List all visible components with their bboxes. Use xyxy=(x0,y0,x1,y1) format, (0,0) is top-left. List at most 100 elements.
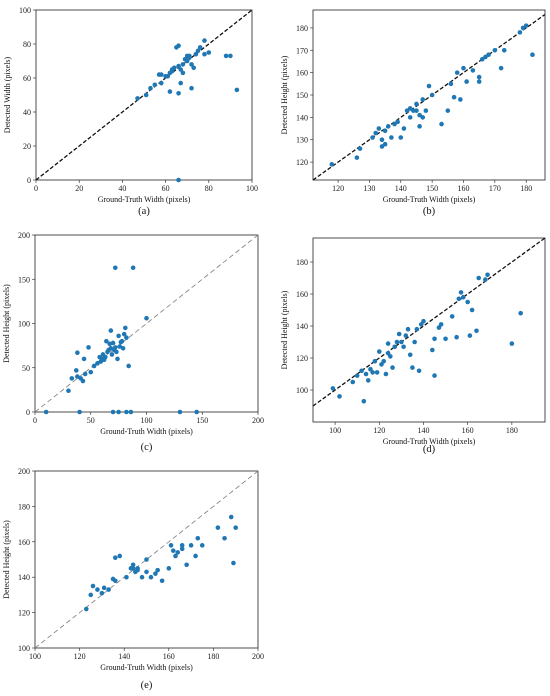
y-tick-label: 100 xyxy=(296,386,308,395)
y-tick-label: 0 xyxy=(27,176,31,185)
data-point xyxy=(189,85,194,91)
x-axis-title: Ground-Truth Width (pixels) xyxy=(383,437,476,446)
data-point xyxy=(385,341,391,346)
x-tick-label: 50 xyxy=(87,416,95,425)
data-point xyxy=(112,265,118,271)
data-point xyxy=(184,58,190,64)
x-tick-label: 200 xyxy=(252,416,264,425)
data-point xyxy=(90,583,96,589)
y-tick-label: 170 xyxy=(296,46,308,55)
x-tick-label: 20 xyxy=(75,184,83,193)
data-point xyxy=(106,587,111,592)
data-point xyxy=(112,578,118,584)
data-point xyxy=(112,555,118,561)
y-tick-label: 130 xyxy=(296,136,308,145)
x-tick-label: 140 xyxy=(395,184,407,193)
data-point xyxy=(449,314,455,319)
data-point xyxy=(414,326,420,332)
data-point xyxy=(469,307,475,313)
data-point xyxy=(354,155,360,160)
chart-panel-b: 120 130 140 150 160 170 180 120 130 140 150 160 170 1… xyxy=(275,0,550,228)
data-point xyxy=(175,550,181,555)
data-point xyxy=(191,65,196,71)
y-tick-label: 40 xyxy=(23,108,31,117)
data-point xyxy=(429,92,435,98)
data-point xyxy=(486,52,491,58)
data-point xyxy=(135,96,140,101)
y-tick-label: 60 xyxy=(23,74,31,83)
data-point xyxy=(359,368,364,374)
data-point xyxy=(194,409,199,415)
data-point xyxy=(148,574,154,580)
data-point xyxy=(410,365,415,370)
data-point xyxy=(456,296,462,302)
data-point xyxy=(382,128,388,134)
data-point xyxy=(381,358,387,364)
data-point xyxy=(368,366,373,372)
chart-panel-c: 0 50 100 150 200 0 50 100 150 200 Ground-Truth Wid… xyxy=(0,228,270,460)
data-point xyxy=(152,82,158,88)
y-axis-title: Detected Width (pixels) xyxy=(3,56,12,133)
data-point xyxy=(114,349,119,355)
data-point xyxy=(448,81,454,87)
plot-frame xyxy=(34,470,259,649)
x-tick-label: 160 xyxy=(163,652,175,661)
y-tick-label: 120 xyxy=(18,609,30,618)
data-point xyxy=(395,119,400,125)
data-point xyxy=(464,79,469,84)
data-point xyxy=(445,108,451,113)
data-point xyxy=(432,373,437,378)
data-point xyxy=(95,587,100,592)
data-point xyxy=(148,85,153,91)
data-point xyxy=(119,338,125,344)
y-tick-label: 200 xyxy=(18,231,30,240)
data-point xyxy=(476,275,482,281)
data-point xyxy=(202,51,207,57)
y-tick-label: 100 xyxy=(18,320,30,329)
y-tick-label: 0 xyxy=(26,408,30,417)
x-tick-label: 100 xyxy=(141,416,153,425)
data-point xyxy=(153,571,158,576)
data-point xyxy=(376,126,382,131)
data-point xyxy=(102,354,108,360)
panel-caption: (d) xyxy=(423,444,436,455)
data-point xyxy=(388,354,393,359)
x-axis-title: Ground-Truth Width (pixels) xyxy=(100,427,193,436)
data-point xyxy=(83,606,89,612)
data-point xyxy=(110,409,116,415)
y-tick-label: 160 xyxy=(296,69,308,78)
data-point xyxy=(195,535,201,541)
data-point xyxy=(403,333,409,338)
data-point xyxy=(126,363,131,369)
chart-a: 0 20 40 60 80 100 0 20 40 60 80 100 Ground-Truth Wid… xyxy=(3,6,258,217)
y-tick-label: 100 xyxy=(19,6,31,15)
x-tick-label: 140 xyxy=(118,652,130,661)
data-point xyxy=(108,328,114,333)
data-point xyxy=(130,265,136,271)
data-point xyxy=(414,108,419,113)
data-point xyxy=(193,51,199,57)
chart-c: 0 50 100 150 200 0 50 100 150 200 Ground-Truth Wid… xyxy=(2,231,264,453)
data-point xyxy=(423,108,429,113)
data-point xyxy=(176,63,181,69)
data-point xyxy=(86,345,91,350)
data-point xyxy=(110,340,116,346)
identity-line xyxy=(34,234,259,413)
data-point xyxy=(485,272,490,278)
data-point xyxy=(372,358,378,364)
identity-line xyxy=(35,9,253,181)
y-tick-label: 140 xyxy=(296,113,308,122)
data-point xyxy=(458,290,464,295)
data-point xyxy=(492,47,498,53)
y-tick-label: 140 xyxy=(18,573,30,582)
data-point xyxy=(439,121,444,127)
x-axis-title: Ground-Truth Width (pixels) xyxy=(98,195,191,204)
data-point xyxy=(222,535,227,541)
data-point xyxy=(66,388,71,394)
chart-panel-a: 0 20 40 60 80 100 0 20 40 60 80 100 Ground-Truth Wid… xyxy=(0,0,270,228)
data-point xyxy=(193,553,198,559)
data-point xyxy=(517,30,523,35)
data-point xyxy=(398,135,404,140)
data-point xyxy=(357,146,363,151)
x-axis-title: Ground-Truth Width (pixels) xyxy=(100,663,193,672)
